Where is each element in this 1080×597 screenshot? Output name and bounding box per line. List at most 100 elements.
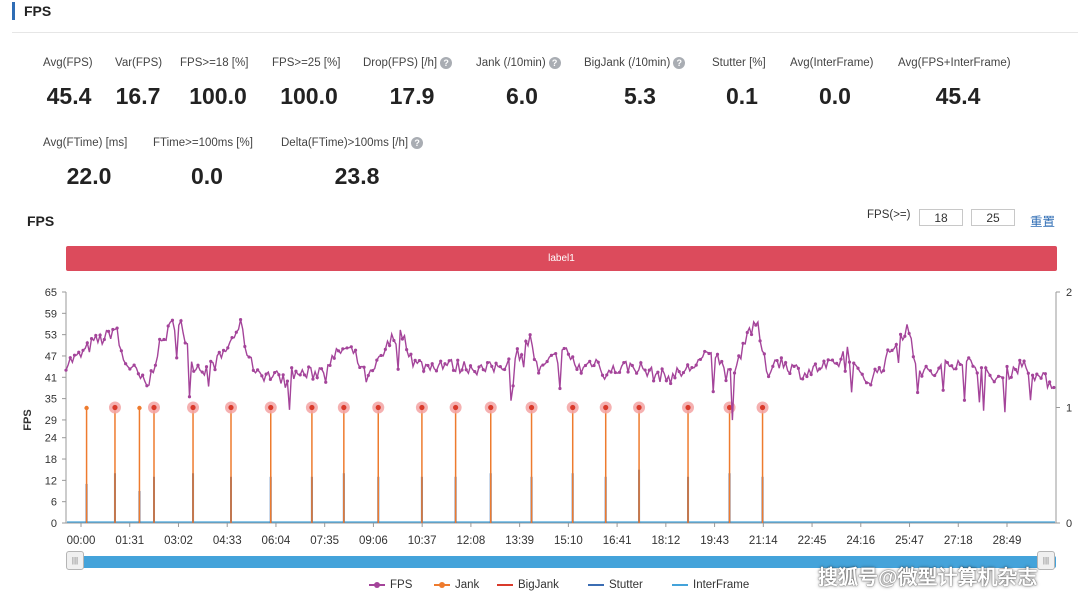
fps-point [605, 373, 609, 377]
fps-point [490, 364, 494, 368]
legend-swatch [588, 584, 604, 586]
help-icon[interactable]: ? [673, 57, 686, 69]
fps-point [447, 359, 451, 363]
x-tick-label: 04:33 [213, 535, 242, 547]
fps-point [737, 354, 741, 358]
fps-point [954, 367, 958, 371]
slider-handle-left[interactable]: ||| [66, 551, 84, 570]
legend-label: BigJank [518, 579, 559, 591]
fps-point [749, 332, 754, 337]
fps-point [728, 367, 732, 372]
fps-point [911, 355, 915, 359]
metric-label-text: Stutter [%] [712, 57, 766, 69]
legend-item-jank[interactable]: Jank [434, 578, 479, 592]
section-title: FPS [12, 2, 51, 20]
label-band[interactable]: label1 [66, 246, 1057, 271]
legend-swatch [672, 584, 688, 586]
fps-point [801, 377, 805, 381]
metric-r1-9: Avg(FPS+InterFrame) 45.4 [898, 56, 1011, 109]
bigjank-point [151, 404, 157, 411]
legend-item-fps[interactable]: FPS [369, 578, 412, 592]
y-tick-label: 24 [45, 433, 57, 445]
fps-point [724, 379, 728, 383]
slider-handle-right[interactable]: ||| [1037, 551, 1055, 570]
fps-point [400, 337, 404, 341]
legend-label: FPS [390, 579, 413, 591]
metric-label-text: FPS>=18 [%] [180, 57, 249, 69]
fps-point [784, 360, 788, 365]
fps-point [873, 367, 877, 371]
fps-point [924, 364, 928, 368]
fps-point [494, 361, 498, 365]
fps-point [119, 349, 123, 353]
fps-point [541, 363, 545, 367]
fps-threshold-high-input[interactable]: 25 [971, 209, 1015, 226]
x-tick-label: 28:49 [993, 535, 1022, 547]
fps-point [145, 384, 149, 388]
fps-point [1005, 364, 1009, 369]
fps-point [877, 365, 881, 370]
metric-label-text: FPS>=25 [%] [272, 57, 341, 69]
fps-point [153, 363, 158, 367]
metric-label: Avg(InterFrame) [790, 56, 874, 70]
fps-point [894, 342, 898, 347]
help-icon[interactable]: ? [411, 137, 424, 149]
fps-point [243, 344, 247, 349]
metric-label: FPS>=25 [%] [272, 56, 340, 70]
fps-point [64, 368, 68, 372]
metric-r2-2: Delta(FTime)>100ms [/h]? 23.8 [281, 136, 424, 189]
fps-point [732, 371, 737, 375]
metric-label-text: Delta(FTime)>100ms [/h] [281, 137, 409, 149]
fps-point [473, 369, 477, 374]
fps-point [864, 381, 869, 385]
legend-item-interframe[interactable]: InterFrame [672, 578, 749, 592]
fps-point [238, 317, 243, 322]
fps-threshold-low-input[interactable]: 18 [919, 209, 963, 226]
fps-point [920, 374, 924, 378]
fps-point [609, 370, 613, 374]
fps-point [630, 363, 634, 368]
fps-point [175, 356, 179, 360]
fps-point [426, 363, 430, 368]
reset-button[interactable]: 重置 [1030, 215, 1056, 229]
time-range-slider[interactable] [66, 556, 1056, 568]
fps-point [988, 373, 992, 377]
fps-point [950, 364, 954, 368]
fps-point [443, 362, 447, 366]
x-tick-label: 15:10 [554, 535, 583, 547]
fps-point [826, 358, 830, 362]
fps-point [213, 368, 217, 372]
bigjank-point [112, 404, 118, 411]
bigjank-point [309, 404, 315, 411]
chart-title: FPS [27, 213, 55, 229]
help-icon[interactable]: ? [440, 57, 453, 69]
metric-label: Var(FPS) [115, 56, 162, 70]
fps-point [703, 349, 707, 354]
fps-point [98, 333, 102, 337]
fps-point [613, 370, 617, 375]
y-tick-label: 59 [45, 308, 57, 320]
legend-item-bigjank[interactable]: BigJank [497, 578, 559, 592]
fps-point [1048, 380, 1052, 384]
fps-point [813, 362, 818, 366]
fps-point [515, 347, 519, 351]
fps-point [196, 363, 200, 367]
fps-point [77, 350, 81, 354]
help-icon[interactable]: ? [548, 57, 561, 69]
metric-r1-4: Drop(FPS) [/h]? 17.9 [363, 56, 453, 109]
fps-point [375, 358, 379, 362]
legend-item-stutter[interactable]: Stutter [588, 578, 643, 592]
fps-point [583, 363, 588, 368]
fps-point [958, 362, 962, 367]
bigjank-point [636, 404, 642, 411]
watermark: 搜狐号@微型计算机杂志 [818, 567, 1038, 589]
y2-tick-label: 2 [1066, 287, 1072, 299]
fps-point [456, 358, 460, 362]
fps-point [247, 355, 251, 359]
metric-label-text: Avg(FPS+InterFrame) [898, 57, 1011, 69]
fps-point [962, 398, 967, 402]
metric-value: 0.0 [819, 83, 851, 109]
fps-point [353, 348, 358, 352]
x-tick-label: 12:08 [457, 535, 486, 547]
fps-point [311, 377, 315, 381]
